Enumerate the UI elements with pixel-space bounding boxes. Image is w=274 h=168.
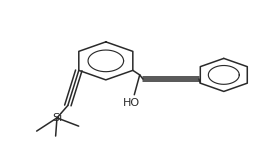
Text: HO: HO <box>122 98 139 108</box>
Text: Si: Si <box>52 113 62 123</box>
